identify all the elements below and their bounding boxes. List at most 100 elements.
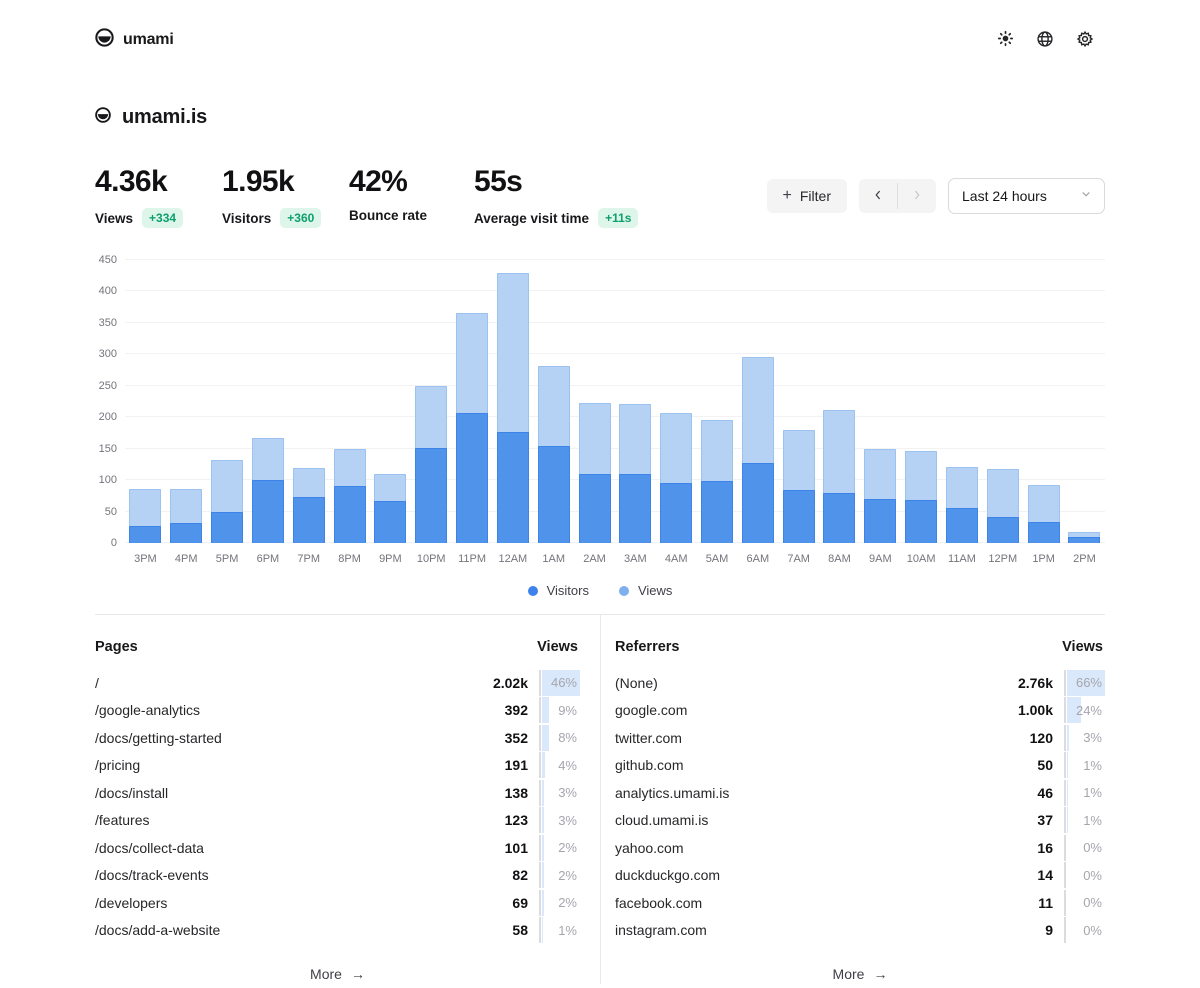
theme-toggle-button[interactable] [985,23,1025,57]
visitors-bar [129,526,162,543]
y-tick-label: 350 [98,316,117,329]
chart-legend: Visitors Views [0,583,1200,598]
percent-cell: 9% [542,697,580,724]
metric-change-badge: +11s [598,208,639,228]
date-range-select[interactable]: Last 24 hours [948,178,1105,214]
bar-group-2pm[interactable] [1064,260,1105,543]
bar-group-5am[interactable] [697,260,738,543]
percent-label: 8% [558,730,577,746]
page-link[interactable]: /developers [95,894,168,911]
pages-table-header: Pages Views [95,632,580,662]
chart-toolbar: + Filter Last 24 hours [766,178,1105,214]
bar-group-12pm[interactable] [982,260,1023,543]
referrer-link[interactable]: (None) [615,674,658,691]
bar-group-3pm[interactable] [125,260,166,543]
bar-group-12am[interactable] [492,260,533,543]
x-tick-label: 9PM [379,553,402,565]
percent-fill-bar [1067,669,1105,696]
referrer-link[interactable]: cloud.umami.is [615,812,709,829]
percent-fill-bar [1067,779,1068,806]
visitors-bar [701,481,733,543]
page-link[interactable]: /docs/install [95,784,169,801]
bar-group-1pm[interactable] [1023,260,1064,543]
percent-fill-bar [1067,724,1069,751]
pages-more-button[interactable]: More → [300,960,375,988]
pages-views-header: Views [537,639,578,655]
x-tick-label: 12PM [988,553,1018,565]
visitors-bar [456,412,489,543]
bar-group-2am[interactable] [574,260,615,543]
bar-group-5pm[interactable] [207,260,248,543]
bar-group-8am[interactable] [819,260,860,543]
referrer-link[interactable]: duckduckgo.com [615,867,721,884]
y-tick-label: 300 [98,348,117,361]
percent-label: 3% [558,812,577,828]
previous-period-button[interactable] [859,179,897,213]
bar-group-3am[interactable] [615,260,656,543]
legend-label: Views [637,583,673,598]
column-divider [600,615,601,984]
referrer-link[interactable]: google.com [615,702,688,719]
page-link[interactable]: /features [95,812,150,829]
percent-label: 66% [1075,675,1102,691]
bar-group-8pm[interactable] [329,260,370,543]
visitors-bar [251,480,284,543]
bar-group-6am[interactable] [737,260,778,543]
bar-group-9am[interactable] [860,260,901,543]
filter-button[interactable]: + Filter [766,179,847,213]
referrer-link[interactable]: instagram.com [615,922,707,939]
views-value: 11 [1038,894,1053,911]
percent-label: 2% [558,867,577,883]
settings-button[interactable] [1065,23,1105,57]
bar-group-9pm[interactable] [370,260,411,543]
bar-group-10pm[interactable] [411,260,452,543]
filter-button-label: Filter [799,188,831,204]
y-tick-label: 100 [98,474,117,487]
bar-group-10am[interactable] [901,260,942,543]
percent-fill-bar [542,724,549,751]
page-link[interactable]: /docs/collect-data [95,839,204,856]
percent-label: 24% [1075,702,1102,718]
bar-group-4am[interactable] [656,260,697,543]
percent-fill-bar [1067,697,1081,724]
table-row: /docs/install 138 3% [95,779,580,807]
bar-group-11pm[interactable] [452,260,493,543]
y-tick-label: 200 [98,411,117,424]
bar-group-6pm[interactable] [247,260,288,543]
page-link[interactable]: /pricing [95,757,141,774]
page-link[interactable]: /docs/getting-started [95,729,222,746]
referrers-more-button[interactable]: More → [823,960,898,988]
bar-group-7am[interactable] [778,260,819,543]
legend-item-views[interactable]: Views [618,583,673,598]
bar-group-11am[interactable] [942,260,983,543]
bar-group-4pm[interactable] [166,260,207,543]
page-link[interactable]: /docs/track-events [95,867,209,884]
referrer-link[interactable]: analytics.umami.is [615,784,730,801]
percent-cell: 2% [542,862,580,889]
page-link[interactable]: /docs/add-a-website [95,922,221,939]
page-link[interactable]: / [95,674,99,691]
language-button[interactable] [1025,23,1065,57]
percent-rule [539,779,541,806]
percent-rule [539,669,541,696]
referrer-link[interactable]: github.com [615,757,684,774]
date-nav-group [859,179,936,213]
pages-table-title: Pages [95,639,138,655]
sun-icon [997,30,1014,50]
legend-item-visitors[interactable]: Visitors [527,583,589,598]
table-row: /pricing 191 4% [95,752,580,780]
metrics-row: 4.36k Views +334 1.95k Visitors +360 42% Bounce… [95,165,715,231]
bar-group-7pm[interactable] [288,260,329,543]
y-tick-label: 400 [98,285,117,298]
bar-group-1am[interactable] [533,260,574,543]
table-row: (None) 2.76k 66% [615,669,1105,697]
percent-cell: 0% [1067,917,1105,943]
brand-home-link[interactable]: umami [95,28,174,52]
next-period-button[interactable] [898,179,936,213]
referrer-link[interactable]: yahoo.com [615,839,684,856]
page-link[interactable]: /google-analytics [95,702,201,719]
referrer-link[interactable]: facebook.com [615,894,703,911]
percent-label: 9% [558,702,577,718]
referrer-link[interactable]: twitter.com [615,729,682,746]
table-row: / 2.02k 46% [95,669,580,697]
